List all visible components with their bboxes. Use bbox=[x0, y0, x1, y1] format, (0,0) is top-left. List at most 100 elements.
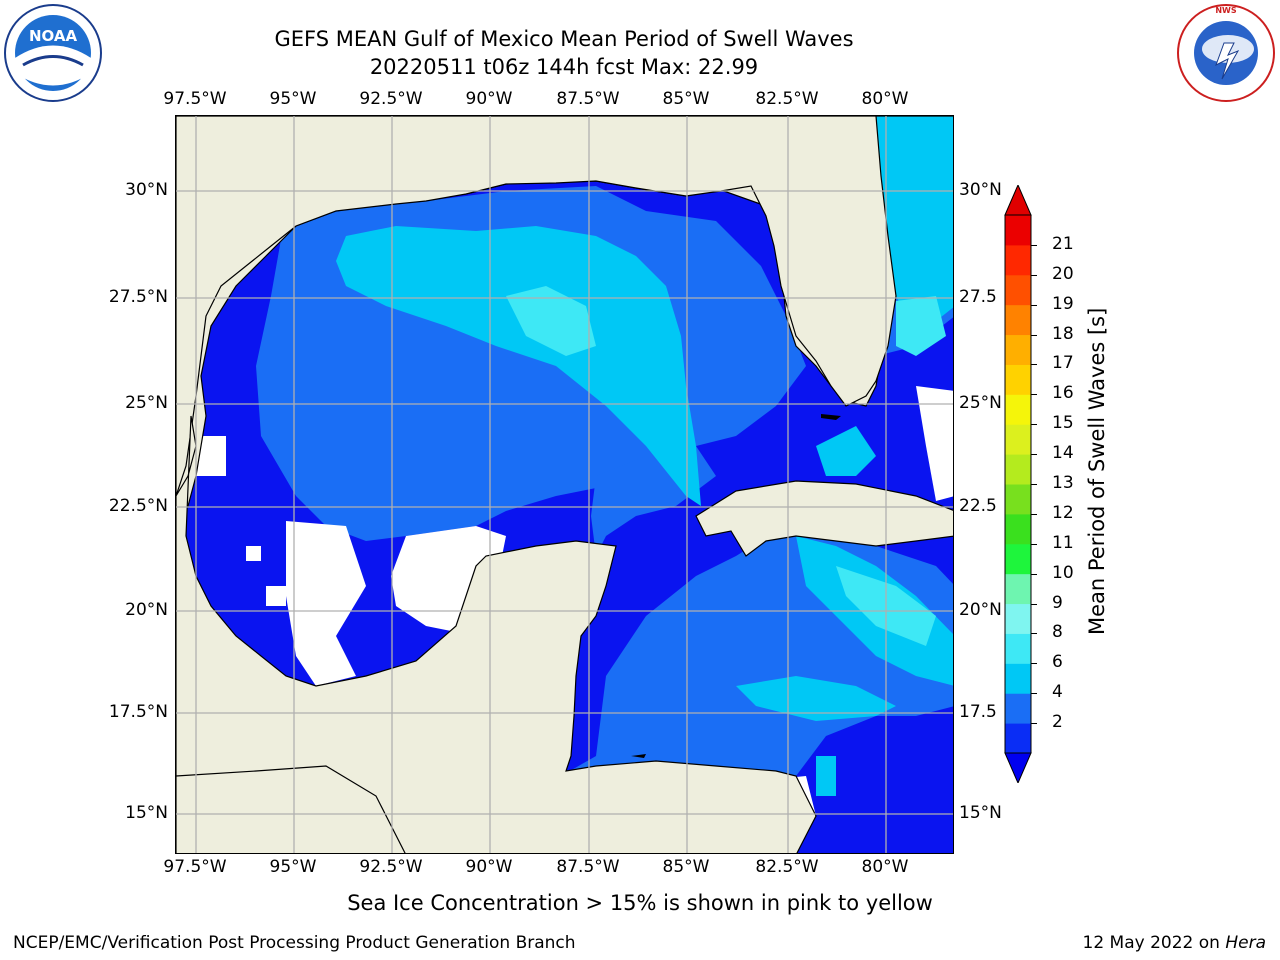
lat-tick-right: 25°N bbox=[959, 393, 1002, 413]
lat-tick-left: 20°N bbox=[125, 600, 168, 620]
footer-date-text: 12 May 2022 on bbox=[1082, 933, 1226, 953]
lon-tick-top: 92.5°W bbox=[359, 89, 423, 109]
land-island bbox=[821, 414, 841, 420]
no-data bbox=[266, 586, 286, 606]
colorbar-tick-mark bbox=[1031, 454, 1037, 456]
lat-tick-right: 20°N bbox=[959, 600, 1002, 620]
colorbar-tick-mark bbox=[1031, 304, 1037, 306]
colorbar-segment bbox=[1005, 334, 1031, 365]
colorbar-segment bbox=[1005, 693, 1031, 724]
lon-tick-top: 85°W bbox=[662, 89, 710, 109]
footer-date: 12 May 2022 on Hera bbox=[1083, 933, 1267, 953]
land-florida bbox=[176, 116, 897, 497]
footer-branch: NCEP/EMC/Verification Post Processing Pr… bbox=[13, 933, 576, 953]
no-data bbox=[196, 436, 226, 476]
contour-cyan bbox=[736, 676, 896, 721]
colorbar-tick-label: 14 bbox=[1052, 443, 1074, 464]
colorbar-tick-mark bbox=[1031, 364, 1037, 366]
colorbar-tick-mark bbox=[1031, 663, 1037, 665]
colorbar-tick-label: 4 bbox=[1052, 682, 1063, 703]
colorbar-tick-label: 2 bbox=[1052, 712, 1063, 733]
lon-tick-bottom: 82.5°W bbox=[755, 857, 819, 877]
contour-light bbox=[896, 296, 946, 356]
colorbar-segment bbox=[1005, 454, 1031, 485]
colorbar-tick-mark bbox=[1031, 513, 1037, 515]
sea-ice-note: Sea Ice Concentration > 15% is shown in … bbox=[347, 891, 933, 915]
colorbar-tick-label: 10 bbox=[1052, 562, 1074, 583]
lat-tick-right: 30°N bbox=[959, 180, 1002, 200]
colorbar-tick-label: 17 bbox=[1052, 353, 1074, 374]
lon-tick-bottom: 90°W bbox=[465, 857, 513, 877]
land-mexico bbox=[176, 415, 817, 853]
colorbar-tick-label: 21 bbox=[1052, 233, 1074, 254]
colorbar-tick-label: 16 bbox=[1052, 383, 1074, 404]
lat-tick-right: 27.5 bbox=[959, 287, 997, 307]
colorbar-tick-label: 13 bbox=[1052, 473, 1074, 493]
colorbar-segment bbox=[1005, 543, 1031, 575]
lon-tick-top: 90°W bbox=[465, 89, 513, 109]
colorbar-tick-mark bbox=[1031, 633, 1037, 635]
lon-tick-top: 80°W bbox=[861, 89, 909, 109]
colorbar-tick-mark bbox=[1031, 603, 1037, 605]
colorbar-tick-label: 20 bbox=[1052, 263, 1074, 284]
lat-tick-left: 15°N bbox=[125, 803, 168, 823]
contour-cyan bbox=[816, 426, 876, 476]
colorbar-segment bbox=[1005, 603, 1031, 634]
lon-tick-bottom: 95°W bbox=[269, 857, 317, 877]
lon-tick-bottom: 80°W bbox=[861, 857, 909, 877]
colorbar-tick-mark bbox=[1031, 693, 1037, 695]
colorbar-tick-mark bbox=[1031, 424, 1037, 426]
lat-tick-left: 22.5°N bbox=[108, 496, 168, 516]
chart-title-line2: 20220511 t06z 144h fcst Max: 22.99 bbox=[369, 55, 759, 79]
colorbar-tick-mark bbox=[1031, 723, 1037, 725]
land-cuba bbox=[695, 480, 953, 557]
land-island bbox=[631, 754, 646, 758]
colorbar-segment bbox=[1005, 663, 1031, 694]
colorbar-segment bbox=[1005, 513, 1031, 545]
colorbar bbox=[1000, 183, 1040, 785]
lon-tick-bottom: 87.5°W bbox=[556, 857, 620, 877]
colorbar-segment bbox=[1005, 424, 1031, 455]
colorbar-tick-mark bbox=[1031, 274, 1037, 276]
lon-tick-top: 95°W bbox=[269, 89, 317, 109]
colorbar-segment bbox=[1005, 484, 1031, 515]
colorbar-segment bbox=[1005, 215, 1031, 246]
lon-tick-top: 97.5°W bbox=[163, 89, 227, 109]
colorbar-graphic bbox=[1004, 183, 1032, 785]
colorbar-segment bbox=[1005, 633, 1031, 664]
colorbar-segment bbox=[1005, 364, 1031, 395]
colorbar-tick-mark bbox=[1031, 334, 1037, 336]
colorbar-tick-mark bbox=[1031, 573, 1037, 575]
colorbar-tick-mark bbox=[1031, 394, 1037, 396]
lat-tick-left: 30°N bbox=[125, 180, 168, 200]
colorbar-segment bbox=[1005, 274, 1031, 306]
lon-tick-top: 87.5°W bbox=[556, 89, 620, 109]
lon-tick-bottom: 92.5°W bbox=[359, 857, 423, 877]
colorbar-tick-label: 6 bbox=[1052, 652, 1063, 673]
colorbar-under-triangle bbox=[1004, 752, 1032, 785]
colorbar-tick-label: 18 bbox=[1052, 323, 1074, 344]
lon-tick-bottom: 97.5°W bbox=[163, 857, 227, 877]
swell-period-map bbox=[175, 115, 954, 854]
colorbar-segment bbox=[1005, 394, 1031, 425]
colorbar-segment bbox=[1005, 573, 1031, 605]
colorbar-over-triangle bbox=[1004, 183, 1032, 216]
nws-logo: NWS bbox=[1176, 3, 1276, 103]
svg-text:NWS: NWS bbox=[1215, 6, 1237, 15]
footer-host: Hera bbox=[1225, 933, 1266, 953]
lat-tick-right: 15°N bbox=[959, 803, 1002, 823]
colorbar-tick-label: 15 bbox=[1052, 413, 1074, 434]
lon-tick-top: 82.5°W bbox=[755, 89, 819, 109]
lat-tick-left: 27.5°N bbox=[108, 287, 168, 307]
colorbar-segment bbox=[1005, 723, 1031, 754]
contour-light bbox=[506, 286, 596, 356]
contour-cyan bbox=[866, 116, 953, 326]
map-grid bbox=[176, 116, 953, 853]
colorbar-segment bbox=[1005, 304, 1031, 336]
contour-cyan bbox=[336, 226, 701, 506]
colorbar-tick-mark bbox=[1031, 244, 1037, 246]
lon-tick-bottom: 85°W bbox=[662, 857, 710, 877]
colorbar-segment bbox=[1005, 244, 1031, 276]
no-data bbox=[916, 386, 953, 501]
colorbar-label: Mean Period of Swell Waves [s] bbox=[1085, 307, 1109, 635]
